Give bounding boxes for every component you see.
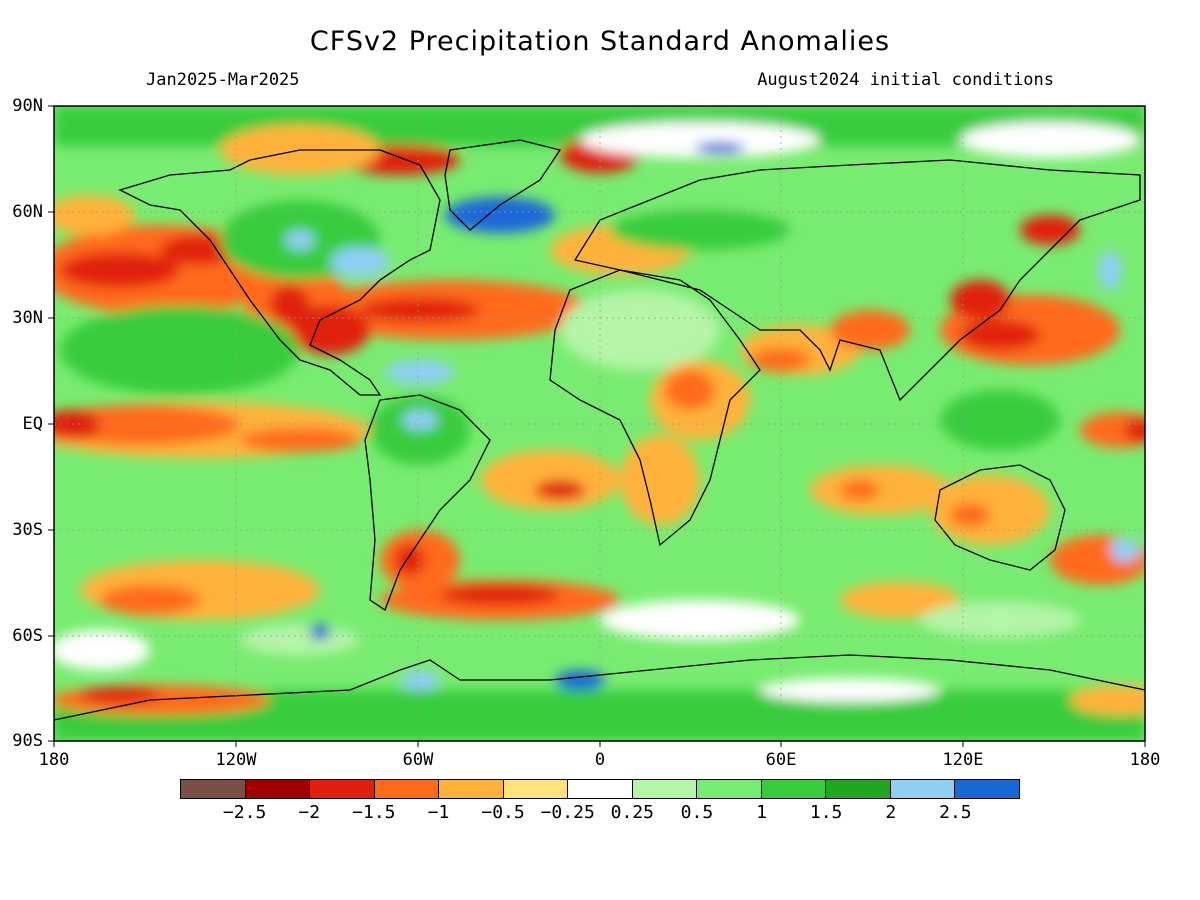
lon-tick-label: 60E (765, 750, 797, 770)
legend-label: −2.5 (222, 802, 267, 823)
legend-swatch (181, 780, 246, 798)
legend-label: 2 (885, 802, 897, 823)
lon-tick-label: 0 (594, 750, 606, 770)
legend-swatch (568, 780, 633, 798)
legend-swatch (245, 780, 311, 798)
legend-label: −1 (427, 802, 450, 823)
coastlines (54, 139, 1145, 721)
legend-label: −1.5 (352, 802, 396, 823)
legend-swatch (310, 780, 375, 798)
legend-label: −2 (298, 802, 321, 823)
legend-swatch (632, 780, 698, 798)
legend-label: 1.5 (809, 802, 843, 823)
lat-tick-label: 90S (12, 731, 43, 751)
lat-tick-label: 30S (12, 520, 43, 540)
legend-swatch (439, 780, 504, 798)
legend-swatch (826, 780, 891, 798)
legend-swatch (374, 780, 440, 798)
lon-tick-label: 120E (942, 750, 984, 770)
lat-tick-label: 60S (12, 626, 43, 646)
legend-swatch (697, 780, 762, 798)
lon-tick-label: 180 (38, 750, 70, 770)
graticule (54, 106, 1145, 741)
color-legend (180, 779, 1020, 799)
legend-swatch (761, 780, 827, 798)
legend-label: −0.5 (481, 802, 525, 823)
initial-conditions: August2024 initial conditions (757, 70, 1054, 90)
lat-tick-label: 30N (12, 308, 43, 328)
legend-label: 2.5 (939, 802, 972, 823)
legend-swatch (503, 780, 569, 798)
chart-title: CFSv2 Precipitation Standard Anomalies (309, 26, 891, 57)
legend-swatch (955, 780, 1019, 798)
lat-tick-label: 60N (12, 202, 43, 222)
lon-tick-label: 60W (402, 750, 434, 770)
legend-label: −0.25 (540, 802, 595, 823)
lon-tick-label: 120W (215, 750, 257, 770)
legend-label: 1 (756, 802, 767, 823)
forecast-period: Jan2025-Mar2025 (146, 70, 300, 90)
legend-label: 0.25 (610, 802, 654, 823)
lon-tick-label: 180 (1129, 750, 1161, 770)
lat-tick-label: 90N (12, 96, 43, 116)
legend-label: 0.5 (680, 802, 714, 823)
legend-swatch (890, 780, 956, 798)
lat-tick-label: EQ (22, 414, 43, 434)
axis-ticks (48, 105, 1146, 747)
